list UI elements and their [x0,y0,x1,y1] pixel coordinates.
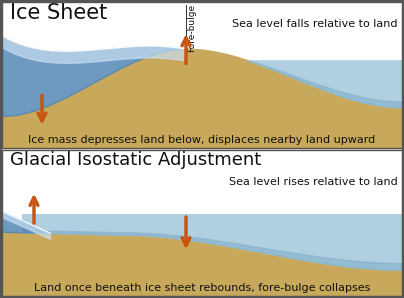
Text: Land once beneath ice sheet rebounds, fore-bulge collapses: Land once beneath ice sheet rebounds, fo… [34,283,370,293]
Text: Glacial Isostatic Adjustment: Glacial Isostatic Adjustment [10,151,261,170]
Bar [2,2,402,148]
Text: Sea level falls relative to land: Sea level falls relative to land [232,19,398,29]
Text: Sea level rises relative to land: Sea level rises relative to land [229,177,398,187]
Text: Ice mass depresses land below, displaces nearby land upward: Ice mass depresses land below, displaces… [28,135,376,145]
Bar [2,150,402,296]
Text: Ice Sheet: Ice Sheet [10,4,107,24]
Text: Fore-bulge: Fore-bulge [187,4,196,52]
